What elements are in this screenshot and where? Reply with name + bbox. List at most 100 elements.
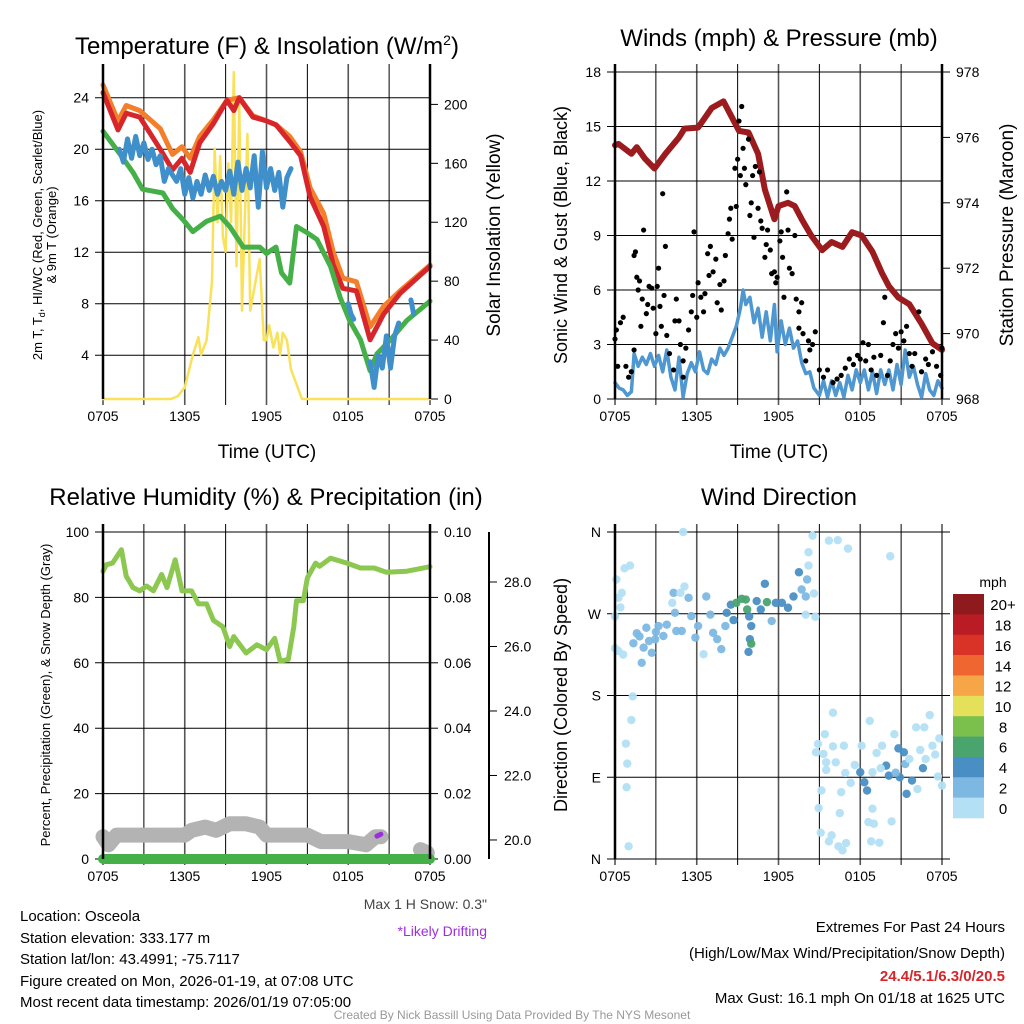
y2-tick-label: 978	[956, 64, 980, 80]
location-text: Location: Osceola	[20, 908, 141, 925]
gust-point	[634, 274, 640, 280]
wind-direction-point	[771, 598, 780, 608]
y-tick-label: 3	[593, 337, 601, 353]
gust-point	[688, 309, 694, 315]
colorbar-bin	[953, 675, 984, 697]
wind-direction-point	[836, 787, 846, 797]
colorbar-bin	[953, 614, 984, 636]
colorbar-label: 16	[995, 638, 1012, 655]
wind-direction-point	[816, 828, 825, 837]
y3-tick-label: 22.0	[504, 767, 531, 783]
gust-point	[816, 367, 822, 373]
y-tick-label: 0	[81, 851, 89, 867]
gust-point	[717, 281, 723, 288]
y-tick-label: 60	[73, 655, 89, 671]
gust-point	[654, 283, 660, 289]
gust-point	[726, 216, 733, 222]
gust-point	[747, 212, 753, 219]
wind-direction-point	[916, 745, 925, 755]
gust-point	[650, 305, 656, 311]
gust-point	[680, 358, 686, 364]
wind-direction-point	[821, 758, 831, 767]
panel-1: 0705 1305 1905 0105 070503691215189689709729…	[585, 64, 980, 424]
gust-point	[880, 320, 887, 326]
wind-direction-point	[742, 605, 752, 614]
y-tick-label: 80	[73, 589, 89, 605]
gust-point	[737, 172, 743, 179]
temp-ylabel-line1: 2m T, Td, HI/WC (Red, Green, Scarlet/Blu…	[30, 110, 47, 360]
gust-point	[743, 182, 749, 188]
y-tick-label: N	[591, 524, 601, 540]
gust-point	[784, 189, 790, 195]
gust-point	[656, 265, 662, 271]
created-text: Figure created on Mon, 2026-01-19, at 07…	[20, 973, 354, 990]
y2-tick-label: 0.10	[444, 524, 471, 540]
wind-y2label: Station Pressure (Maroon)	[997, 124, 1018, 347]
wind-direction-point	[911, 723, 921, 732]
wind-direction-point	[913, 784, 922, 794]
wind-direction-point	[777, 598, 787, 608]
wind-direction-point	[721, 621, 730, 631]
gust-point	[673, 296, 679, 302]
x-tick-label: 0705	[599, 408, 630, 424]
y2-tick-label: 40	[444, 332, 460, 348]
wind-direction-point	[801, 610, 810, 619]
wind-direction-point	[659, 631, 668, 641]
y3-tick-label: 20.0	[504, 832, 531, 848]
gust-point	[748, 200, 754, 206]
wind-direction-point	[819, 749, 828, 759]
gust-point	[846, 356, 852, 362]
y2-tick-label: 974	[956, 195, 980, 211]
gust-point	[700, 309, 707, 315]
extremes-legend: (High/Low/Max Wind/Precipitation/Snow De…	[689, 945, 1005, 962]
wind-panel-title: Winds (mph) & Pressure (mb)	[620, 25, 937, 52]
colorbar-bin	[953, 594, 984, 615]
gust-point	[623, 363, 629, 369]
y2-tick-label: 0.06	[444, 655, 471, 671]
gust-point	[695, 280, 701, 286]
wind-direction-point	[747, 639, 756, 648]
wind-direction-point	[846, 778, 855, 788]
gust-point	[658, 323, 664, 329]
gust-point	[728, 205, 734, 211]
wind-direction-point	[621, 739, 631, 748]
wind-direction-point	[877, 741, 887, 750]
wind-direction-point	[678, 527, 688, 537]
wind-direction-point	[833, 535, 842, 545]
wind-direction-point	[868, 804, 877, 813]
gust-point	[857, 356, 863, 362]
gust-point	[672, 318, 678, 324]
wind-direction-point	[647, 648, 656, 658]
y2-tick-label: 0.04	[444, 720, 471, 736]
gust-point	[820, 374, 827, 380]
y-tick-label: 6	[593, 282, 601, 298]
gust-point	[882, 294, 888, 300]
wind-direction-point	[813, 739, 823, 749]
gust-point	[707, 243, 713, 249]
y-tick-label: 12	[585, 173, 601, 189]
gust-point	[620, 314, 626, 320]
wind-direction-point	[624, 842, 633, 851]
x-tick-label: 1905	[763, 408, 794, 424]
series-snow-depth	[413, 842, 435, 861]
gust-point	[643, 311, 649, 317]
recent-data-text: Most recent data timestamp: 2026/01/19 0…	[20, 994, 351, 1011]
x-tick-label: 0705	[87, 408, 118, 424]
colorbar-bin	[953, 756, 984, 778]
wind-direction-point	[712, 634, 722, 644]
gust-point	[767, 247, 773, 253]
series-station-pressure	[612, 98, 945, 353]
gust-point	[628, 369, 634, 375]
gust-point	[812, 329, 818, 335]
colorbar-label: 18	[995, 618, 1012, 635]
gust-point	[809, 341, 816, 348]
gust-point	[670, 367, 677, 373]
wind-direction-point	[783, 603, 793, 612]
wind-direction-point	[857, 741, 866, 750]
x-tick-label: 0105	[333, 408, 364, 424]
gust-point	[666, 350, 673, 357]
wind-direction-point	[918, 763, 928, 773]
gust-point	[865, 341, 872, 348]
y-tick-label: 100	[66, 524, 90, 540]
gust-point	[626, 374, 632, 380]
